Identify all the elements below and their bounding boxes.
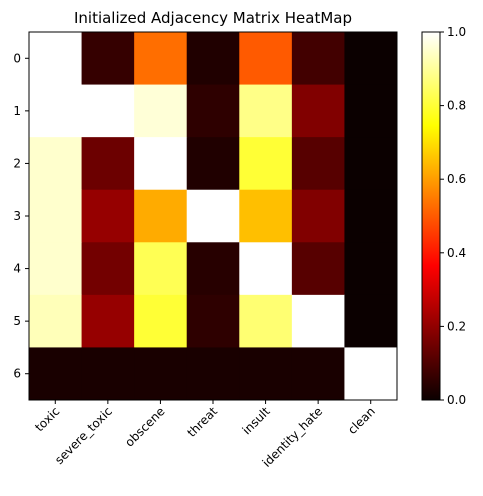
y-tick-label: 2	[13, 156, 21, 170]
heatmap-cell-3-0	[29, 189, 83, 243]
heatmap-cell-6-5	[291, 347, 345, 401]
heatmap-cell-4-4	[239, 242, 293, 296]
x-tick-label: clean	[345, 404, 378, 437]
y-tick-label: 1	[13, 104, 21, 118]
heatmap-cell-1-3	[186, 84, 240, 138]
heatmap-cell-6-6	[344, 347, 398, 401]
heatmap-cell-6-0	[29, 347, 83, 401]
heatmap-cell-1-0	[29, 84, 83, 138]
heatmap-cell-2-2	[134, 137, 188, 191]
heatmap-cell-3-3	[186, 189, 240, 243]
heatmap-cell-2-6	[344, 137, 398, 191]
heatmap-cell-0-4	[239, 32, 293, 86]
colorbar-tick-label: 0.8	[447, 99, 466, 113]
heatmap-cell-5-5	[291, 294, 345, 348]
colorbar	[421, 31, 441, 401]
colorbar-tick-label: 1.0	[447, 25, 466, 39]
heatmap-cell-3-5	[291, 189, 345, 243]
heatmap-cell-5-4	[239, 294, 293, 348]
colorbar-tick-label: 0.0	[447, 393, 466, 407]
x-tick-label: insult	[240, 404, 273, 437]
heatmap-cell-6-1	[81, 347, 135, 401]
colorbar-tick-label: 0.2	[447, 319, 466, 333]
heatmap-cell-1-4	[239, 84, 293, 138]
heatmap-cell-5-3	[186, 294, 240, 348]
heatmap-cell-3-2	[134, 189, 188, 243]
heatmap-cell-0-5	[291, 32, 345, 86]
heatmap-cell-1-2	[134, 84, 188, 138]
heatmap-cell-6-2	[134, 347, 188, 401]
heatmap-cell-5-2	[134, 294, 188, 348]
heatmap-cell-3-1	[81, 189, 135, 243]
heatmap-cell-6-3	[186, 347, 240, 401]
heatmap-cell-4-0	[29, 242, 83, 296]
heatmap-cell-5-1	[81, 294, 135, 348]
heatmap-cell-0-1	[81, 32, 135, 86]
heatmap-cell-2-4	[239, 137, 293, 191]
heatmap-cell-1-1	[81, 84, 135, 138]
y-tick-label: 0	[13, 51, 21, 65]
heatmap-cell-2-3	[186, 137, 240, 191]
colorbar-tick-label: 0.6	[447, 172, 466, 186]
chart-title: Initialized Adjacency Matrix HeatMap	[74, 9, 352, 27]
heatmap-cell-0-6	[344, 32, 398, 86]
heatmap-cell-4-5	[291, 242, 345, 296]
heatmap-cell-2-1	[81, 137, 135, 191]
heatmap-cell-4-1	[81, 242, 135, 296]
x-tick-label: toxic	[32, 404, 62, 434]
y-tick-label: 3	[13, 209, 21, 223]
heatmap-cell-1-6	[344, 84, 398, 138]
colorbar-tick-label: 0.4	[447, 246, 466, 260]
heatmap-cell-5-0	[29, 294, 83, 348]
heatmap-cell-1-5	[291, 84, 345, 138]
heatmap-cell-0-2	[134, 32, 188, 86]
x-tick-label: threat	[184, 404, 220, 440]
heatmap-cell-0-0	[29, 32, 83, 86]
heatmap-cell-2-5	[291, 137, 345, 191]
y-tick-label: 5	[13, 314, 21, 328]
heatmap-cell-4-6	[344, 242, 398, 296]
heatmap-cell-2-0	[29, 137, 83, 191]
heatmap-cell-4-2	[134, 242, 188, 296]
heatmap-cell-6-4	[239, 347, 293, 401]
y-tick-label: 4	[13, 262, 21, 276]
heatmap-cell-3-4	[239, 189, 293, 243]
heatmap-cell-5-6	[344, 294, 398, 348]
heatmap-cell-3-6	[344, 189, 398, 243]
y-tick-label: 6	[13, 367, 21, 381]
heatmap-cell-0-3	[186, 32, 240, 86]
x-tick-label: obscene	[122, 404, 167, 449]
heatmap-cell-4-3	[186, 242, 240, 296]
